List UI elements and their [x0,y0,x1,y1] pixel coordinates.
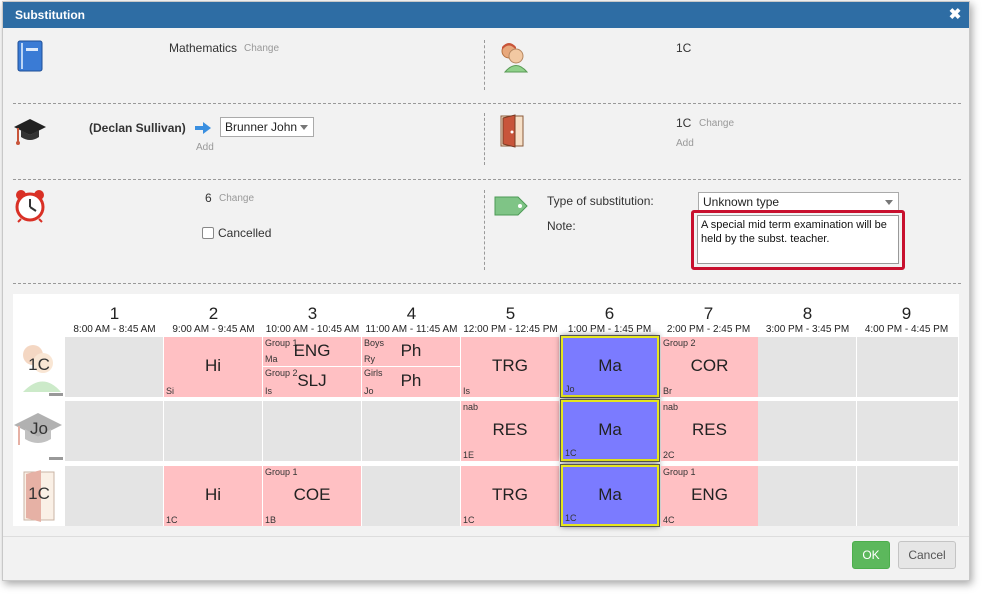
tag-icon [494,196,528,216]
timetable-cell[interactable] [857,337,959,397]
lesson-card-split[interactable]: Boys Ry Ph Girls Jo Ph [362,337,460,397]
timetable-cell[interactable] [164,401,263,461]
lesson-card[interactable]: Group 1 COE 1B [263,466,361,526]
ok-button[interactable]: OK [852,541,890,569]
timetable-cell[interactable] [65,337,164,397]
row-label-teacher: Jo [13,401,65,461]
period-header: 4 11:00 AM - 11:45 AM [365,304,458,335]
lesson-card[interactable]: nab RES 2C [661,401,758,461]
period-header: 9 4:00 PM - 4:45 PM [864,304,949,335]
alarm-clock-icon [15,190,45,223]
lesson-card[interactable]: nab RES 1E [461,401,559,461]
period-header: 3 10:00 AM - 10:45 AM [265,304,360,335]
subject-value: Mathematics [169,41,238,55]
period-change-link[interactable]: Change [219,193,255,204]
book-icon [17,40,43,72]
period-header: 7 2:00 PM - 2:45 PM [666,304,751,335]
lesson-card[interactable]: Hi 1C [164,466,262,526]
footer-divider [3,536,969,537]
lesson-card[interactable]: TRG Is [461,337,559,397]
substitute-teacher-select[interactable]: Brunner John [220,117,314,137]
period-header: 8 3:00 PM - 3:45 PM [765,304,850,335]
note-textarea[interactable]: A special mid term examination will be h… [697,215,899,264]
split-divider [263,366,361,367]
timetable-cell[interactable] [758,466,857,526]
timetable-cell[interactable] [65,401,164,461]
subject-change-link[interactable]: Change [244,43,280,54]
room-change-link[interactable]: Change [699,118,735,129]
row-label-room: 1C [13,466,65,526]
room-value: 1C [676,116,692,130]
timetable-cell[interactable] [857,401,959,461]
row-label-class: 1C [13,337,65,397]
period-header: 6 1:00 PM - 1:45 PM [567,304,652,335]
section-divider [13,103,961,104]
timetable-cell[interactable] [362,466,461,526]
lesson-card[interactable]: Hi Si [164,337,262,397]
timetable-cell[interactable] [65,466,164,526]
graduation-cap-icon [14,413,62,445]
dialog-titlebar: Substitution ✖ [3,2,969,28]
add-teacher-link[interactable]: Add [196,142,214,153]
timetable-cell[interactable] [758,401,857,461]
section-divider [13,179,961,180]
substitution-type-label: Type of substitution: [547,194,654,208]
door-icon [500,114,524,148]
substitution-type-value: Unknown type [703,195,780,209]
timetable-cell[interactable] [362,401,461,461]
period-header: 5 12:00 PM - 12:45 PM [463,304,558,335]
substitute-teacher-value: Brunner John [225,120,298,134]
vertical-divider [484,113,485,165]
chevron-down-icon [300,125,308,130]
vertical-divider [484,190,485,270]
selected-lesson-card[interactable]: Ma Jo [561,336,659,397]
class-value: 1C [676,41,692,55]
split-divider [362,366,460,367]
vertical-divider [484,40,485,90]
period-header: 2 9:00 AM - 9:45 AM [172,304,255,335]
section-divider [13,283,961,284]
cancelled-checkbox[interactable] [202,227,214,239]
students-icon [501,43,528,73]
lesson-card[interactable]: Group 1 ENG 4C [661,466,758,526]
substitution-type-select[interactable]: Unknown type [698,192,899,212]
row-scroll-marker [49,457,63,460]
row-scroll-marker [49,393,63,396]
note-label: Note: [547,219,576,233]
lesson-card[interactable]: TRG 1C [461,466,559,526]
timetable-cell[interactable] [857,466,959,526]
chevron-down-icon [885,200,893,205]
timetable-cell[interactable] [263,401,362,461]
lesson-card[interactable]: Group 2 COR Br [661,337,758,397]
original-teacher: (Declan Sullivan) [89,121,186,135]
substitution-dialog: Substitution ✖ Mathematics Change 1C (De… [2,1,970,581]
graduation-cap-icon [14,119,46,145]
selected-lesson-card[interactable]: Ma 1C [561,465,659,526]
arrow-right-icon [195,122,211,134]
dialog-title: Substitution [15,8,85,22]
close-icon[interactable]: ✖ [948,6,962,23]
cancel-button[interactable]: Cancel [898,541,956,569]
students-icon [23,345,61,392]
period-header: 1 8:00 AM - 8:45 AM [73,304,156,335]
note-highlight-frame [691,210,905,270]
selected-lesson-card[interactable]: Ma 1C [561,400,659,461]
lesson-card-split[interactable]: Group 1 Ma ENG Group 2 Is SLJ [263,337,361,397]
add-room-link[interactable]: Add [676,138,694,149]
period-value: 6 [205,191,212,205]
door-icon [23,470,55,522]
timetable-cell[interactable] [758,337,857,397]
cancelled-label: Cancelled [218,226,272,240]
